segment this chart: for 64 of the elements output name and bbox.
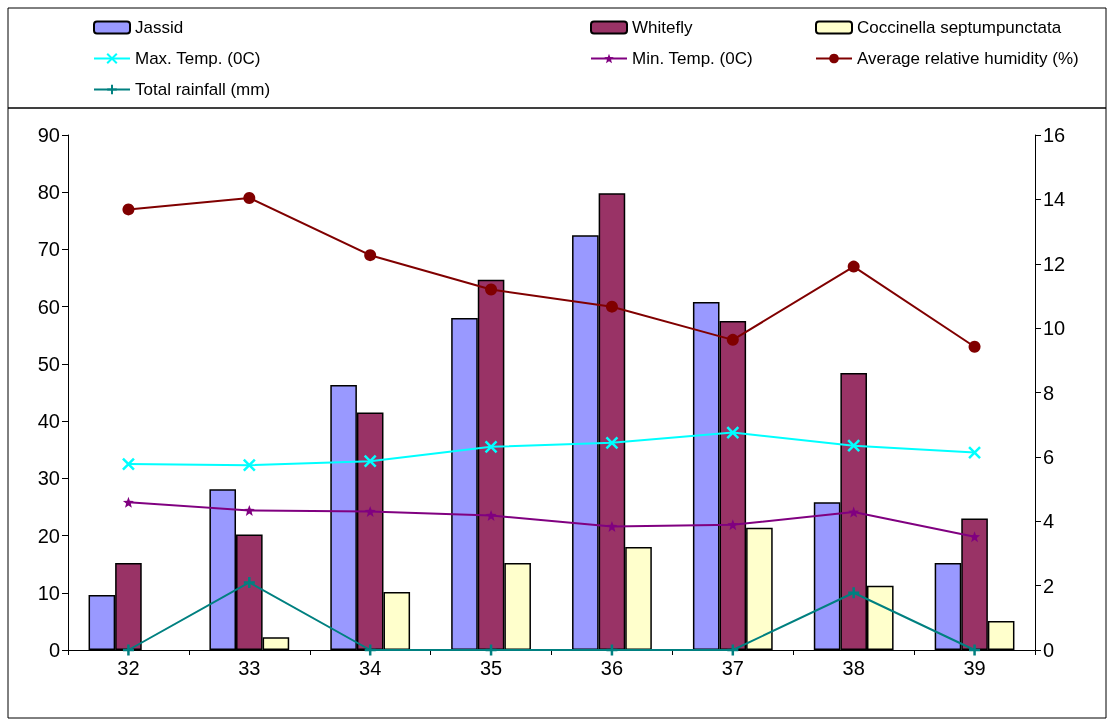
point: [605, 436, 619, 450]
y-tick-label: 40: [37, 410, 60, 433]
point: [242, 458, 257, 472]
legend-label: Max. Temp. (0C): [135, 49, 261, 68]
x-tick-label: 39: [963, 657, 986, 679]
point: [967, 445, 982, 460]
point: [726, 425, 740, 440]
point: [605, 643, 619, 657]
point: [484, 643, 498, 657]
legend-label: Min. Temp. (0C): [632, 49, 753, 68]
y-tick-label: 70: [37, 238, 60, 261]
point: [364, 506, 376, 518]
y2-tick-label: 16: [1043, 124, 1066, 146]
point: [363, 454, 377, 468]
y2-tick-label: 2: [1043, 574, 1055, 597]
point: [967, 643, 982, 657]
point: [846, 438, 861, 453]
y-tick-label: 80: [37, 181, 60, 204]
point: [726, 333, 739, 346]
y-tick-label: 0: [48, 639, 60, 661]
legend-label: Coccinella septumpunctata: [857, 18, 1062, 37]
point: [968, 340, 981, 353]
x-tick-label: 34: [359, 657, 382, 679]
point: [122, 203, 135, 216]
legend-label: Average relative humidity (%): [857, 49, 1079, 68]
point: [848, 506, 860, 518]
y-tick-label: 90: [37, 124, 60, 146]
point: [726, 643, 740, 657]
point: [485, 510, 497, 522]
point: [605, 300, 618, 313]
point: [243, 191, 256, 204]
point: [364, 249, 377, 262]
legend-label: Total rainfall (mm): [135, 80, 271, 99]
y2-tick-label: 10: [1043, 317, 1066, 340]
point: [122, 496, 134, 508]
y-tick-label: 60: [37, 295, 60, 318]
y2-tick-label: 12: [1043, 252, 1066, 275]
y2-tick-label: 6: [1043, 445, 1055, 468]
legend-label: Whitefly: [632, 18, 693, 37]
point: [242, 575, 257, 590]
point: [243, 504, 255, 516]
y-tick-label: 20: [37, 524, 60, 547]
x-tick-label: 32: [117, 657, 140, 679]
y-tick-label: 10: [37, 581, 60, 604]
y2-tick-label: 8: [1043, 381, 1055, 404]
point: [363, 643, 377, 657]
x-tick-label: 36: [600, 657, 624, 679]
point: [847, 260, 860, 273]
point: [484, 440, 498, 454]
point: [485, 283, 498, 296]
y-tick-label: 30: [37, 467, 60, 490]
point: [846, 586, 861, 600]
x-tick-label: 37: [721, 657, 744, 679]
point: [121, 457, 136, 471]
y2-tick-label: 4: [1043, 510, 1055, 533]
x-tick-label: 38: [842, 657, 865, 679]
x-tick-label: 35: [479, 657, 503, 679]
legend-label: Jassid: [135, 18, 184, 37]
point: [727, 519, 739, 531]
y-tick-label: 50: [37, 352, 60, 375]
y2-tick-label: 14: [1043, 188, 1066, 211]
x-tick-label: 33: [238, 657, 261, 679]
y2-tick-label: 0: [1043, 639, 1055, 661]
point: [121, 643, 136, 657]
